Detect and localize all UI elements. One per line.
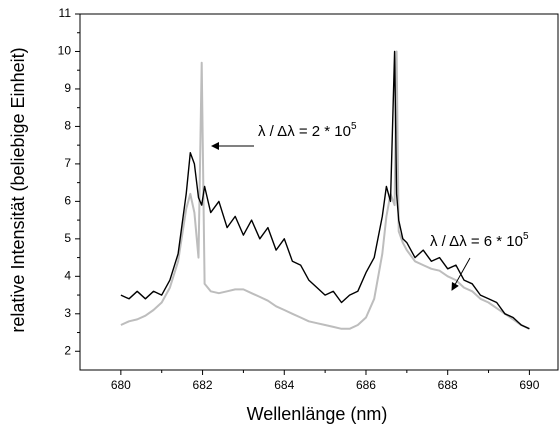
y-tick-label: 10 bbox=[58, 44, 72, 58]
plot-area: 680 682 684 686 688 690 2 3 4 5 6 7 8 9 10 11 bbox=[58, 6, 540, 392]
annotation: λ / Δλ = 6 * 105 bbox=[430, 231, 529, 250]
x-tick-label: 688 bbox=[438, 378, 458, 392]
y-axis-title: relative Intensität (beliebige Einheit) bbox=[8, 47, 28, 332]
y-tick-label: 4 bbox=[64, 268, 71, 282]
annotation-text: λ / Δλ = 6 * 10 bbox=[430, 233, 523, 250]
plot-frame bbox=[79, 13, 559, 371]
x-tick-label: 690 bbox=[519, 378, 539, 392]
annotation-exponent: 5 bbox=[523, 231, 529, 242]
annotation-exponent: 5 bbox=[351, 121, 357, 132]
y-tick-label: 5 bbox=[64, 231, 71, 245]
y-tick-label: 3 bbox=[64, 306, 71, 320]
data-line bbox=[120, 50, 530, 330]
y-tick-label: 9 bbox=[64, 81, 71, 95]
y-tick-label: 11 bbox=[59, 6, 72, 20]
x-tick-label: 680 bbox=[111, 378, 131, 392]
annotation-text: λ / Δλ = 2 * 10 bbox=[258, 123, 351, 140]
annotation: λ / Δλ = 2 * 105 bbox=[258, 121, 357, 140]
x-tick-label: 682 bbox=[193, 378, 213, 392]
data-line bbox=[120, 50, 530, 330]
annotation-arrow bbox=[451, 257, 471, 291]
x-tick-label: 686 bbox=[356, 378, 376, 392]
y-tick-label: 2 bbox=[64, 343, 71, 357]
x-axis-title: Wellenlänge (nm) bbox=[247, 404, 388, 424]
y-tick-label: 7 bbox=[64, 156, 71, 170]
y-tick-label: 6 bbox=[64, 194, 71, 208]
x-tick-label: 684 bbox=[274, 378, 294, 392]
y-tick-label: 8 bbox=[64, 119, 71, 133]
